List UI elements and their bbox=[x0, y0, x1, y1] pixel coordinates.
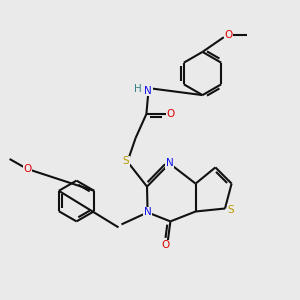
Text: H: H bbox=[134, 84, 142, 94]
Text: S: S bbox=[228, 205, 234, 215]
Text: S: S bbox=[123, 156, 129, 167]
Text: O: O bbox=[224, 30, 233, 40]
Text: N: N bbox=[166, 158, 173, 169]
Text: O: O bbox=[162, 240, 170, 250]
Text: N: N bbox=[144, 85, 152, 96]
Text: O: O bbox=[23, 164, 32, 174]
Text: O: O bbox=[166, 109, 175, 119]
Text: N: N bbox=[144, 207, 152, 218]
